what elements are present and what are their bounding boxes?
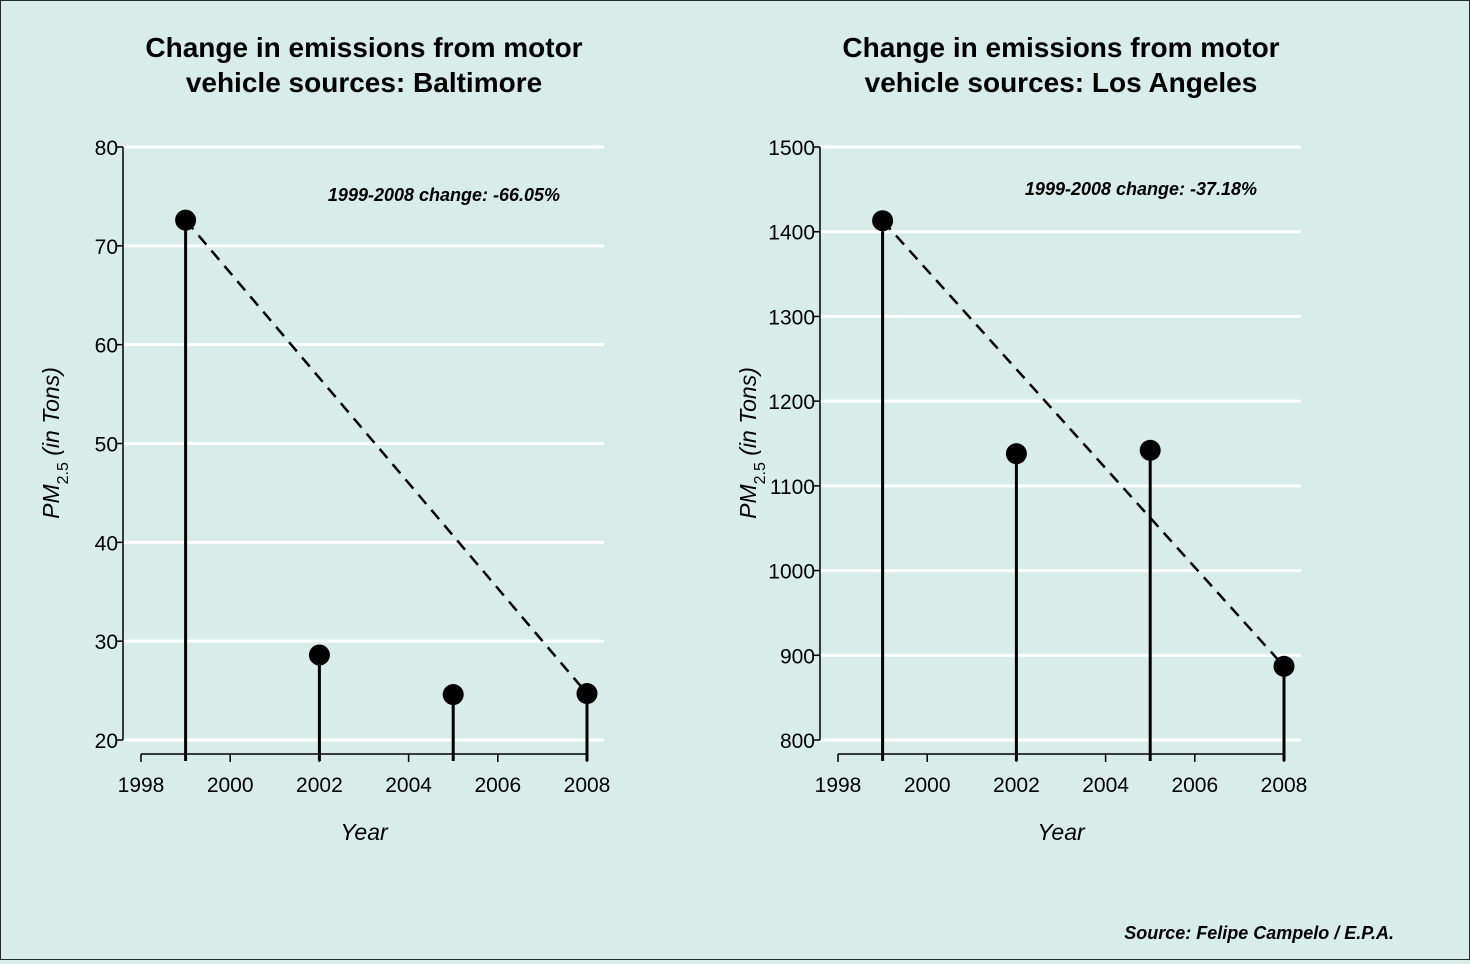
change-annotation: 1999-2008 change: -66.05% (328, 185, 560, 205)
y-tick-label: 50 (95, 434, 118, 457)
x-axis-label: Year (1037, 819, 1086, 845)
x-tick-label: 2002 (296, 774, 343, 797)
y-tick-label: 1500 (768, 137, 815, 160)
chart-title-line: vehicle sources: Los Angeles (865, 67, 1258, 98)
y-tick-label: 1200 (768, 391, 815, 414)
y-tick-label: 1300 (768, 306, 815, 329)
x-tick-label: 2006 (1171, 774, 1218, 797)
data-point (1005, 443, 1027, 465)
y-tick-label: 800 (780, 730, 815, 753)
y-axis-label: PM2.5 (in Tons) (735, 367, 769, 519)
data-point (576, 683, 598, 705)
data-point (872, 210, 894, 232)
y-tick-label: 80 (95, 137, 118, 160)
x-tick-label: 2004 (1082, 774, 1129, 797)
chart-baltimore: Change in emissions from motor vehicle so… (38, 32, 610, 845)
chart-title-line: vehicle sources: Baltimore (186, 67, 542, 98)
x-tick-label: 2002 (993, 774, 1040, 797)
y-tick-label: 1100 (770, 476, 815, 499)
y-tick-label: 60 (95, 335, 118, 358)
data-point (1139, 439, 1161, 461)
change-annotation: 1999-2008 change: -37.18% (1025, 179, 1257, 199)
data-point (442, 684, 464, 706)
data-point (308, 644, 330, 666)
x-tick-label: 2000 (904, 774, 951, 797)
x-axis-label: Year (340, 819, 389, 845)
source-caption: Source: Felipe Campelo / E.P.A. (1124, 923, 1394, 943)
x-tick-label: 2008 (564, 774, 611, 797)
y-tick-label: 30 (95, 631, 118, 654)
data-point (175, 209, 197, 231)
y-tick-label: 1400 (768, 222, 815, 245)
y-axis-label: PM2.5 (in Tons) (38, 367, 72, 519)
trend-line (881, 219, 1285, 668)
y-tick-label: 1000 (768, 561, 815, 584)
x-tick-label: 1998 (815, 774, 862, 797)
x-tick-label: 2006 (474, 774, 521, 797)
x-tick-label: 2008 (1261, 774, 1308, 797)
chart-title-line: Change in emissions from motor (842, 32, 1279, 63)
x-tick-label: 2000 (207, 774, 254, 797)
x-tick-label: 2004 (385, 774, 432, 797)
y-tick-label: 40 (95, 532, 118, 555)
chart-los-angeles: Change in emissions from motor vehicle so… (735, 32, 1307, 845)
y-tick-label: 900 (780, 645, 815, 668)
y-tick-label: 20 (95, 730, 118, 753)
x-tick-label: 1998 (118, 774, 165, 797)
y-tick-label: 70 (95, 236, 118, 259)
chart-title-line: Change in emissions from motor (145, 32, 582, 63)
trend-line (184, 219, 588, 695)
data-point (1273, 655, 1295, 677)
